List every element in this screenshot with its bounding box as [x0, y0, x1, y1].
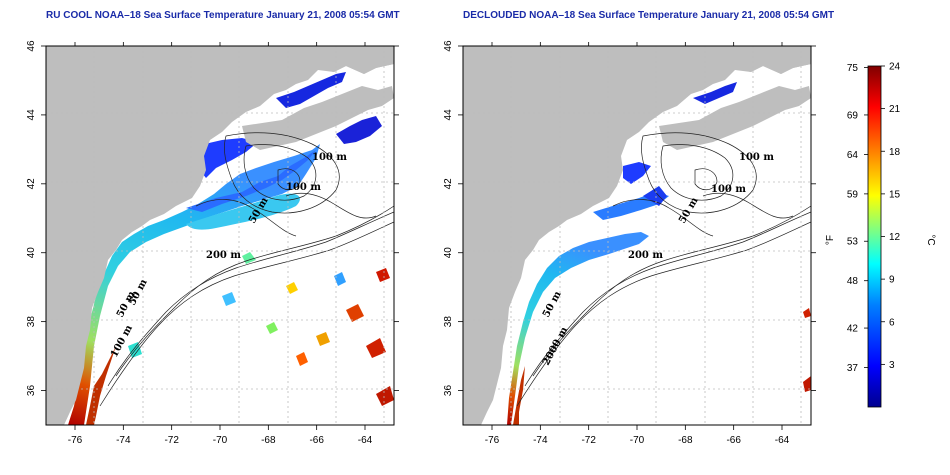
celsius-tick-label: 21 — [889, 104, 901, 115]
x-tick-label: -74 — [116, 435, 131, 446]
fahrenheit-label: °F — [825, 235, 836, 245]
y-tick-label: 36 — [26, 385, 37, 397]
x-tick-label: -76 — [68, 435, 83, 446]
right-map-panel: 100 m 100 m 50 m 200 m 50 m 2000 m — [462, 45, 812, 426]
right-contour-label: 50 m — [677, 195, 701, 225]
celsius-tick-label: 6 — [889, 317, 895, 328]
fahrenheit-tick-label: 64 — [847, 150, 859, 161]
fahrenheit-tick-label: 69 — [847, 110, 859, 121]
x-tick-label: -64 — [775, 435, 790, 446]
x-tick-label: -74 — [533, 435, 548, 446]
fahrenheit-tick-label: 48 — [847, 276, 859, 287]
x-tick-label: -66 — [726, 435, 741, 446]
colorbar-gradient — [867, 65, 882, 408]
y-tick-label: 40 — [443, 247, 454, 259]
left-contour-label: 100 m — [312, 152, 347, 163]
y-tick-label: 44 — [26, 109, 37, 121]
left-map-panel: 100 m 100 m 50 m 200 m 50 m 50 m 100 m — [45, 45, 395, 426]
fahrenheit-tick-label: 75 — [847, 63, 859, 74]
celsius-label: °C — [925, 234, 936, 245]
left-map-title: RU COOL NOAA–18 Sea Surface Temperature … — [46, 10, 400, 21]
right-contour-label: 2000 m — [541, 325, 571, 368]
celsius-tick-label: 9 — [889, 275, 895, 286]
x-tick-label: -76 — [485, 435, 500, 446]
celsius-tick-label: 15 — [889, 189, 901, 200]
x-tick-label: -66 — [309, 435, 324, 446]
fahrenheit-tick-label: 59 — [847, 189, 859, 200]
x-tick-label: -70 — [630, 435, 645, 446]
right-contour-label: 100 m — [711, 184, 746, 195]
y-tick-label: 44 — [443, 109, 454, 121]
right-contour-label: 50 m — [541, 289, 564, 319]
y-tick-label: 36 — [443, 385, 454, 397]
x-tick-label: -70 — [213, 435, 228, 446]
x-tick-label: -68 — [261, 435, 276, 446]
fahrenheit-tick-label: 37 — [847, 363, 859, 374]
x-tick-label: -64 — [358, 435, 373, 446]
celsius-tick-label: 18 — [889, 147, 901, 158]
celsius-tick-label: 24 — [889, 62, 901, 73]
left-contour-label: 200 m — [206, 250, 241, 261]
celsius-tick-label: 3 — [889, 360, 895, 371]
y-tick-label: 38 — [443, 316, 454, 328]
y-tick-label: 46 — [26, 40, 37, 52]
y-tick-label: 42 — [26, 178, 37, 190]
celsius-tick-label: 12 — [889, 232, 901, 243]
right-map-title: DECLOUDED NOAA–18 Sea Surface Temperatur… — [463, 10, 835, 21]
right-contour-label: 200 m — [628, 250, 663, 261]
fahrenheit-tick-label: 53 — [847, 237, 859, 248]
right-ocean-sst — [507, 82, 811, 425]
x-tick-label: -72 — [164, 435, 179, 446]
x-tick-label: -68 — [678, 435, 693, 446]
left-ocean-sst — [68, 72, 394, 425]
right-contour-label: 100 m — [739, 152, 774, 163]
fahrenheit-tick-label: 42 — [847, 324, 859, 335]
map-axes: -76 -74 -72 -70 -68 -66 -64 36 38 40 42 44 46 -76 -74 -… — [26, 40, 816, 446]
left-contour-label: 100 m — [286, 182, 321, 193]
y-tick-label: 46 — [443, 40, 454, 52]
x-tick-label: -72 — [581, 435, 596, 446]
y-tick-label: 42 — [443, 178, 454, 190]
y-tick-label: 38 — [26, 316, 37, 328]
y-tick-label: 40 — [26, 247, 37, 259]
